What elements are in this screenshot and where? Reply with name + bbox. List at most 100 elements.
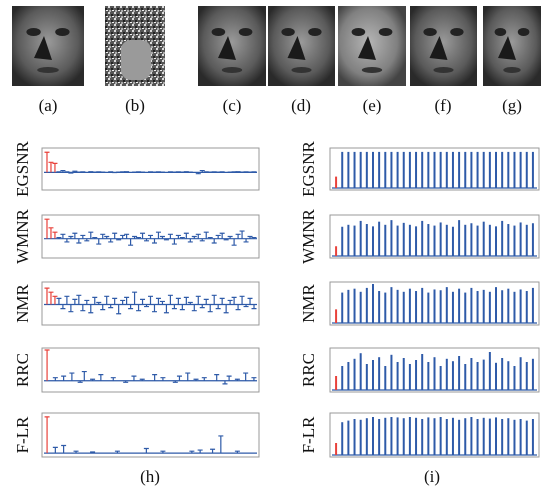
plot-frame xyxy=(41,147,260,191)
face-image xyxy=(268,6,335,86)
method-label: F-LR xyxy=(13,416,32,454)
stem xyxy=(100,233,106,239)
stem xyxy=(163,238,169,241)
stem xyxy=(191,235,197,239)
occlusion-block xyxy=(121,40,151,80)
stem xyxy=(187,238,193,243)
stem xyxy=(139,378,145,381)
panel-label: (i) xyxy=(424,467,440,486)
stem xyxy=(56,236,62,239)
stem xyxy=(163,304,169,314)
stem xyxy=(247,235,253,239)
stem xyxy=(69,372,75,381)
stem xyxy=(215,234,221,239)
stem xyxy=(120,234,126,239)
stem xyxy=(243,238,249,243)
mouth xyxy=(291,67,312,73)
stem xyxy=(195,172,201,175)
stem xyxy=(211,238,217,244)
stem xyxy=(116,304,122,315)
stem xyxy=(120,299,126,305)
plot-frame xyxy=(41,281,260,326)
method-label: EGSNR xyxy=(299,140,318,196)
stem xyxy=(124,171,130,173)
stem xyxy=(183,296,189,305)
stem xyxy=(143,447,149,454)
stem xyxy=(183,232,189,239)
stem xyxy=(114,450,120,454)
stem xyxy=(227,235,233,239)
image-label: (a) xyxy=(39,96,58,115)
stem xyxy=(60,169,66,173)
method-label: WMNR xyxy=(299,208,318,263)
stem xyxy=(92,296,98,305)
stem xyxy=(210,448,216,454)
stem xyxy=(116,238,122,241)
plot-frame xyxy=(41,347,260,393)
stem xyxy=(148,295,153,305)
stem xyxy=(88,304,94,314)
stem xyxy=(96,301,102,305)
stem xyxy=(185,372,191,381)
stem xyxy=(159,300,165,305)
stem xyxy=(247,297,253,305)
stem xyxy=(44,349,50,381)
stem xyxy=(61,444,67,454)
stem xyxy=(80,304,86,312)
stem xyxy=(131,375,137,381)
image-label: (d) xyxy=(291,96,311,115)
stem xyxy=(110,377,116,381)
stem xyxy=(239,295,245,305)
stem xyxy=(124,296,130,305)
stem xyxy=(92,236,98,239)
eye xyxy=(211,28,226,36)
stem xyxy=(52,231,58,239)
face-image xyxy=(483,6,541,86)
stem xyxy=(68,172,74,174)
stem xyxy=(179,236,185,239)
stem xyxy=(64,238,70,243)
stem xyxy=(68,235,74,239)
stem xyxy=(211,294,217,305)
stem xyxy=(104,235,110,239)
stem xyxy=(44,151,50,173)
mouth xyxy=(503,67,521,73)
plot-frame xyxy=(41,412,260,458)
stem xyxy=(243,304,249,308)
stem xyxy=(88,231,94,239)
stem xyxy=(56,297,62,305)
face-image xyxy=(410,6,477,86)
stem xyxy=(203,231,209,239)
stem xyxy=(218,435,224,454)
eye xyxy=(423,28,437,36)
stem xyxy=(193,378,199,381)
stem xyxy=(151,304,157,313)
stem xyxy=(76,294,82,305)
stem xyxy=(203,298,209,305)
method-label: RRC xyxy=(13,353,32,387)
stem xyxy=(73,450,79,454)
image-label: (f) xyxy=(435,96,452,115)
stem xyxy=(197,449,203,454)
stem xyxy=(176,375,182,381)
panel-label: (h) xyxy=(140,467,160,486)
stem xyxy=(152,374,158,381)
stem xyxy=(207,304,213,313)
stem xyxy=(227,299,233,305)
stem xyxy=(44,287,50,305)
stem xyxy=(189,450,195,454)
stem xyxy=(175,234,181,239)
stem xyxy=(44,416,50,454)
stem xyxy=(112,297,118,305)
stem xyxy=(172,380,178,383)
method-label: WMNR xyxy=(13,208,32,263)
stem xyxy=(191,304,197,312)
method-label: NMR xyxy=(299,283,318,322)
stem xyxy=(108,238,114,243)
stem xyxy=(140,298,146,305)
stem xyxy=(81,370,87,381)
nose-shadow xyxy=(218,36,236,60)
method-label: RRC xyxy=(299,353,318,387)
stem xyxy=(52,295,58,305)
